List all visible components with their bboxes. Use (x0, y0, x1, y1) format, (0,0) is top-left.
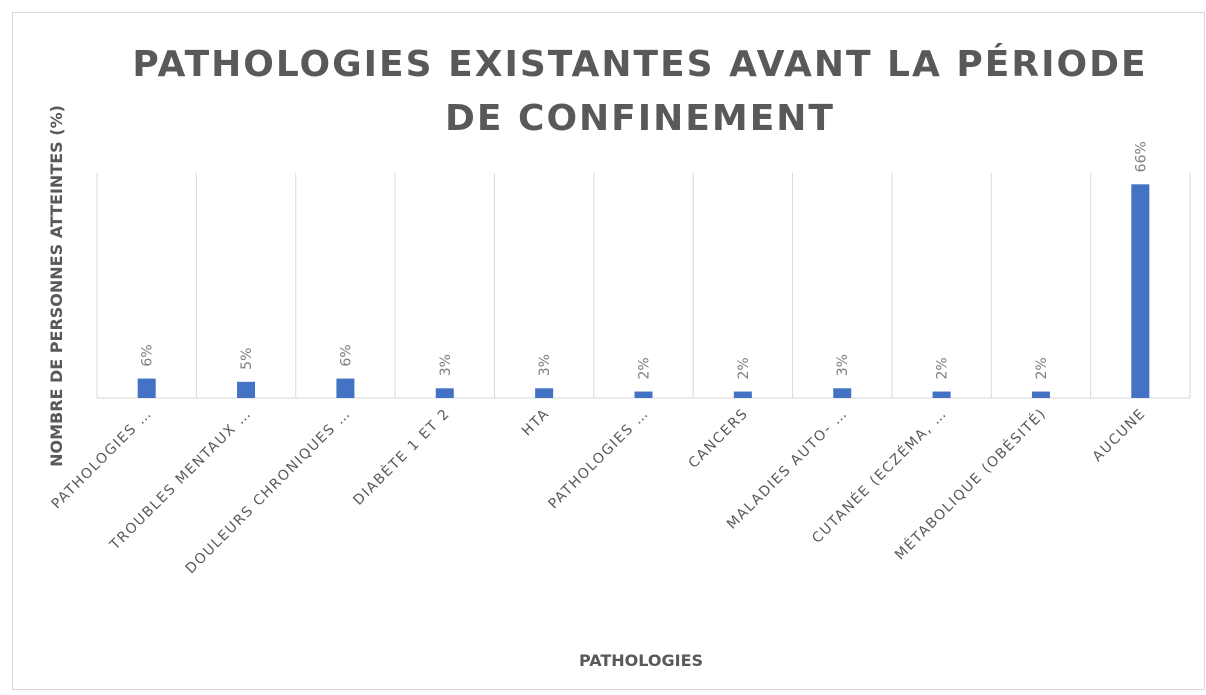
bar (336, 378, 355, 398)
bar (733, 391, 752, 398)
chart-title: PATHOLOGIES EXISTANTES AVANT LA PÉRIODE … (132, 44, 1148, 139)
bar (1131, 184, 1150, 398)
data-label: 6% (338, 344, 354, 366)
data-label: 3% (438, 354, 454, 376)
y-axis-title: NOMBRE DE PERSONNES ATTEINTES (%) (47, 105, 66, 467)
data-label: 2% (637, 357, 653, 379)
bar (932, 391, 951, 398)
data-label: 66% (1133, 141, 1149, 172)
x-tick-label: PATHOLOGIES … (545, 406, 652, 513)
data-label: 2% (736, 357, 752, 379)
data-label: 3% (537, 354, 553, 376)
bar (137, 378, 156, 398)
data-label: 3% (835, 354, 851, 376)
chart-border (12, 12, 1205, 690)
bar (435, 388, 454, 398)
data-label: 2% (1034, 357, 1050, 379)
data-label: 5% (239, 348, 255, 370)
data-label: 6% (140, 344, 156, 366)
x-axis-title: PATHOLOGIES (579, 651, 703, 670)
x-tick-label: AUCUNE (1090, 406, 1150, 466)
x-tick-label: CANCERS (686, 406, 752, 472)
x-tick-label: HTA (519, 406, 553, 440)
bar (634, 391, 653, 398)
bar (535, 388, 554, 398)
bar (237, 381, 256, 398)
bar (1031, 391, 1050, 398)
data-label: 2% (935, 357, 951, 379)
x-tick-label: DOULEURS CHRONIQUES … (183, 406, 355, 578)
x-tick-label: DIABÈTE 1 ET 2 (350, 405, 454, 509)
bar (833, 388, 852, 398)
